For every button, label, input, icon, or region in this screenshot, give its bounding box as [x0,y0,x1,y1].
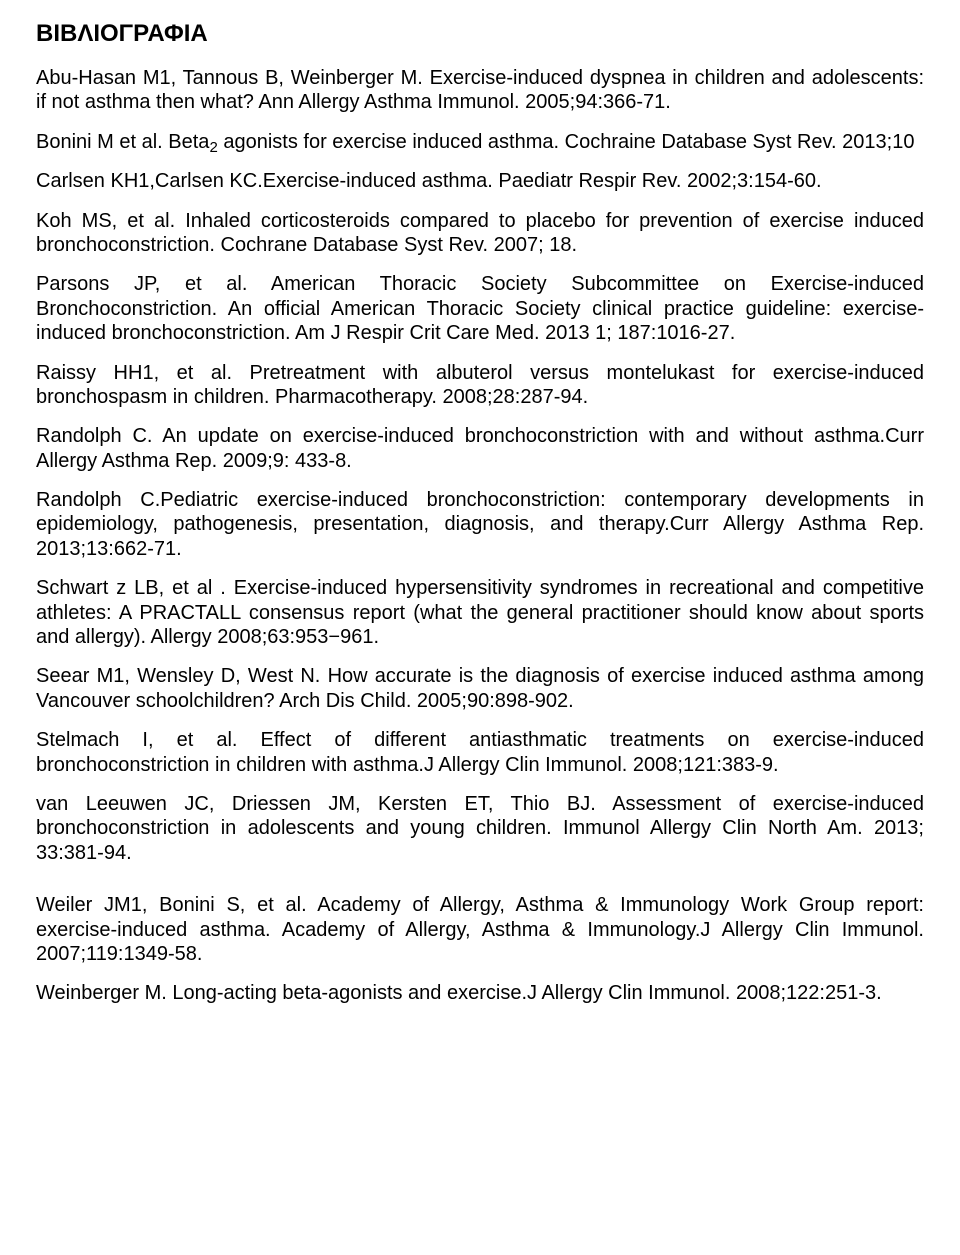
bibliography-entry: Raissy HH1, et al. Pretreatment with alb… [36,361,924,410]
bibliography-entry: Bonini M et al. Beta2 agonists for exerc… [36,130,924,154]
bibliography-entry: Randolph C.Pediatric exercise-induced br… [36,488,924,561]
bibliography-entry: Carlsen KH1,Carlsen KC.Exercise-induced … [36,169,924,193]
bibliography-list: Abu-Hasan M1, Tannous B, Weinberger M. E… [36,66,924,1006]
bibliography-entry: Stelmach I, et al. Effect of different a… [36,728,924,777]
bibliography-entry: Weinberger M. Long-acting beta-agonists … [36,981,924,1005]
bibliography-entry: Abu-Hasan M1, Tannous B, Weinberger M. E… [36,66,924,115]
bibliography-entry: Randolph C. An update on exercise-induce… [36,424,924,473]
bibliography-entry: Seear M1, Wensley D, West N. How accurat… [36,664,924,713]
bibliography-entry: Schwart z LB, et al . Exercise-induced h… [36,576,924,649]
bibliography-entry: Koh MS, et al. Inhaled corticosteroids c… [36,209,924,258]
bibliography-entry: Parsons JP, et al. American Thoracic Soc… [36,272,924,345]
subscript: 2 [209,139,217,156]
bibliography-entry: Weiler JM1, Bonini S, et al. Academy of … [36,893,924,966]
bibliography-entry: van Leeuwen JC, Driessen JM, Kersten ET,… [36,792,924,865]
page-title: ΒΙΒΛΙΟΓΡΑΦΙΑ [36,20,924,48]
